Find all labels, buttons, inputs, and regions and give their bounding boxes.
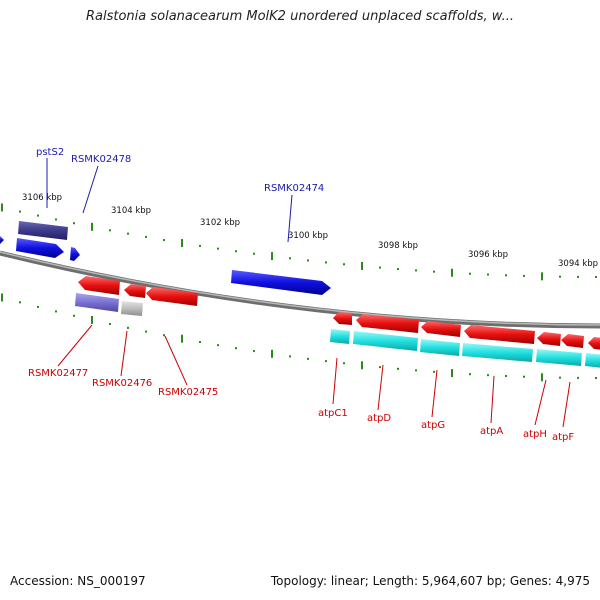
label-atpC1[interactable]: atpC1 <box>318 408 348 419</box>
label-atpH[interactable]: atpH <box>523 429 547 440</box>
accession-text: Accession: NS_000197 <box>10 574 146 588</box>
gene-atpD-upper[interactable] <box>356 314 419 333</box>
scale-label-3100kbp: 3100 kbp <box>288 231 328 241</box>
label-atpF[interactable]: atpF <box>552 432 574 443</box>
leader-RSMK02475 <box>164 335 188 386</box>
label-RSMK02474[interactable]: RSMK02474 <box>264 183 324 194</box>
leader-atpD <box>377 364 384 411</box>
gene-RSMK02474[interactable] <box>231 270 331 295</box>
scale-label-3096kbp: 3096 kbp <box>468 250 508 260</box>
gene-atpH[interactable] <box>536 349 582 366</box>
scale-label-3104kbp: 3104 kbp <box>111 206 151 216</box>
leader-RSMK02477 <box>57 324 93 367</box>
map-title: Ralstonia solanacearum MolK2 unordered u… <box>85 9 514 24</box>
gene-RSMK02476-upper[interactable] <box>124 284 146 298</box>
gene-atpA-upper[interactable] <box>464 325 535 344</box>
leader-atpH <box>534 379 547 426</box>
gene-atpF-upper[interactable] <box>561 334 584 348</box>
label-RSMK02475[interactable]: RSMK02475 <box>158 387 218 398</box>
label-atpG[interactable]: atpG <box>421 420 445 431</box>
label-RSMK02477[interactable]: RSMK02477 <box>28 368 88 379</box>
leader-RSMK02476 <box>120 330 128 377</box>
sequence-backbone-highlight <box>0 251 600 326</box>
gene-atpD[interactable] <box>353 331 418 351</box>
label-atpD[interactable]: atpD <box>367 413 391 424</box>
scale-label-3102kbp: 3102 kbp <box>200 218 240 228</box>
label-RSMK02476[interactable]: RSMK02476 <box>92 378 152 389</box>
label-atpA[interactable]: atpA <box>480 426 503 437</box>
gene-atpC1[interactable] <box>330 329 350 344</box>
gene-atpF[interactable] <box>585 353 600 368</box>
gene-RSMK02476[interactable] <box>121 301 143 316</box>
scale-ruler-reverse <box>1 293 597 382</box>
gene-atpG[interactable] <box>420 339 460 356</box>
gene-pstS2[interactable] <box>18 221 68 240</box>
scale-ruler-forward <box>1 203 597 281</box>
gene-RSMK02478[interactable] <box>16 238 64 258</box>
gene-RSMK02475[interactable] <box>146 287 198 306</box>
sequence-backbone <box>0 250 600 329</box>
scale-label-3106kbp: 3106 kbp <box>22 193 62 203</box>
gene-edge-fragment[interactable] <box>0 236 4 244</box>
leader-RSMK02478 <box>82 165 99 214</box>
leader-RSMK02474 <box>287 194 293 243</box>
leader-atpA <box>490 375 495 424</box>
leader-atpF <box>562 381 571 428</box>
topology-summary: Topology: linear; Length: 5,964,607 bp; … <box>270 574 590 588</box>
scale-label-3094kbp: 3094 kbp <box>558 259 598 269</box>
gene-RSMK02477[interactable] <box>75 293 119 312</box>
reverse-strand-genes <box>75 276 600 368</box>
forward-strand-genes <box>0 221 331 295</box>
scale-label-3098kbp: 3098 kbp <box>378 241 418 251</box>
leader-atpG <box>431 369 438 418</box>
gene-RSMK02477-upper[interactable] <box>78 276 120 295</box>
gene-atpC1-upper[interactable] <box>333 312 352 325</box>
gene-small-forward[interactable] <box>70 247 80 261</box>
leader-atpC1 <box>332 357 338 405</box>
gene-edge-upper[interactable] <box>588 337 600 350</box>
gene-atpA[interactable] <box>462 343 533 362</box>
gene-atpH-upper[interactable] <box>537 332 561 346</box>
label-pstS2[interactable]: pstS2 <box>36 147 64 158</box>
label-RSMK02478[interactable]: RSMK02478 <box>71 154 131 165</box>
gene-atpG-upper[interactable] <box>421 321 461 337</box>
